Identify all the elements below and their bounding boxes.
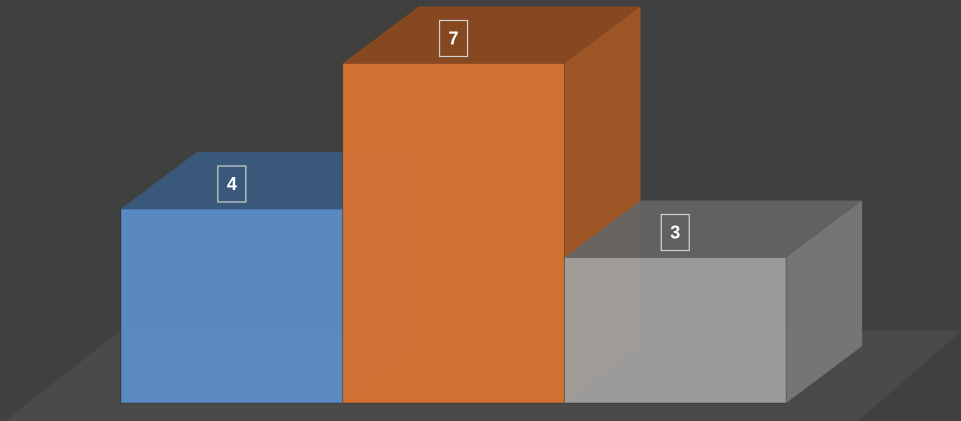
bar-top: [564, 200, 863, 258]
bar-side-shade: [786, 200, 863, 403]
data-label: 4: [227, 174, 237, 194]
bar-top-shade: [342, 6, 641, 64]
bar-front: [120, 208, 344, 404]
data-label-box: [438, 19, 469, 58]
data-label: 3: [670, 222, 680, 242]
data-label: 7: [449, 28, 459, 48]
bar-top-shade: [564, 200, 863, 258]
data-label-box: [660, 213, 690, 252]
bar-front: [563, 257, 787, 404]
bar-top: [342, 6, 641, 64]
bar-front: [342, 63, 565, 404]
bar-side: [786, 200, 863, 403]
data-label-box: [217, 165, 247, 203]
